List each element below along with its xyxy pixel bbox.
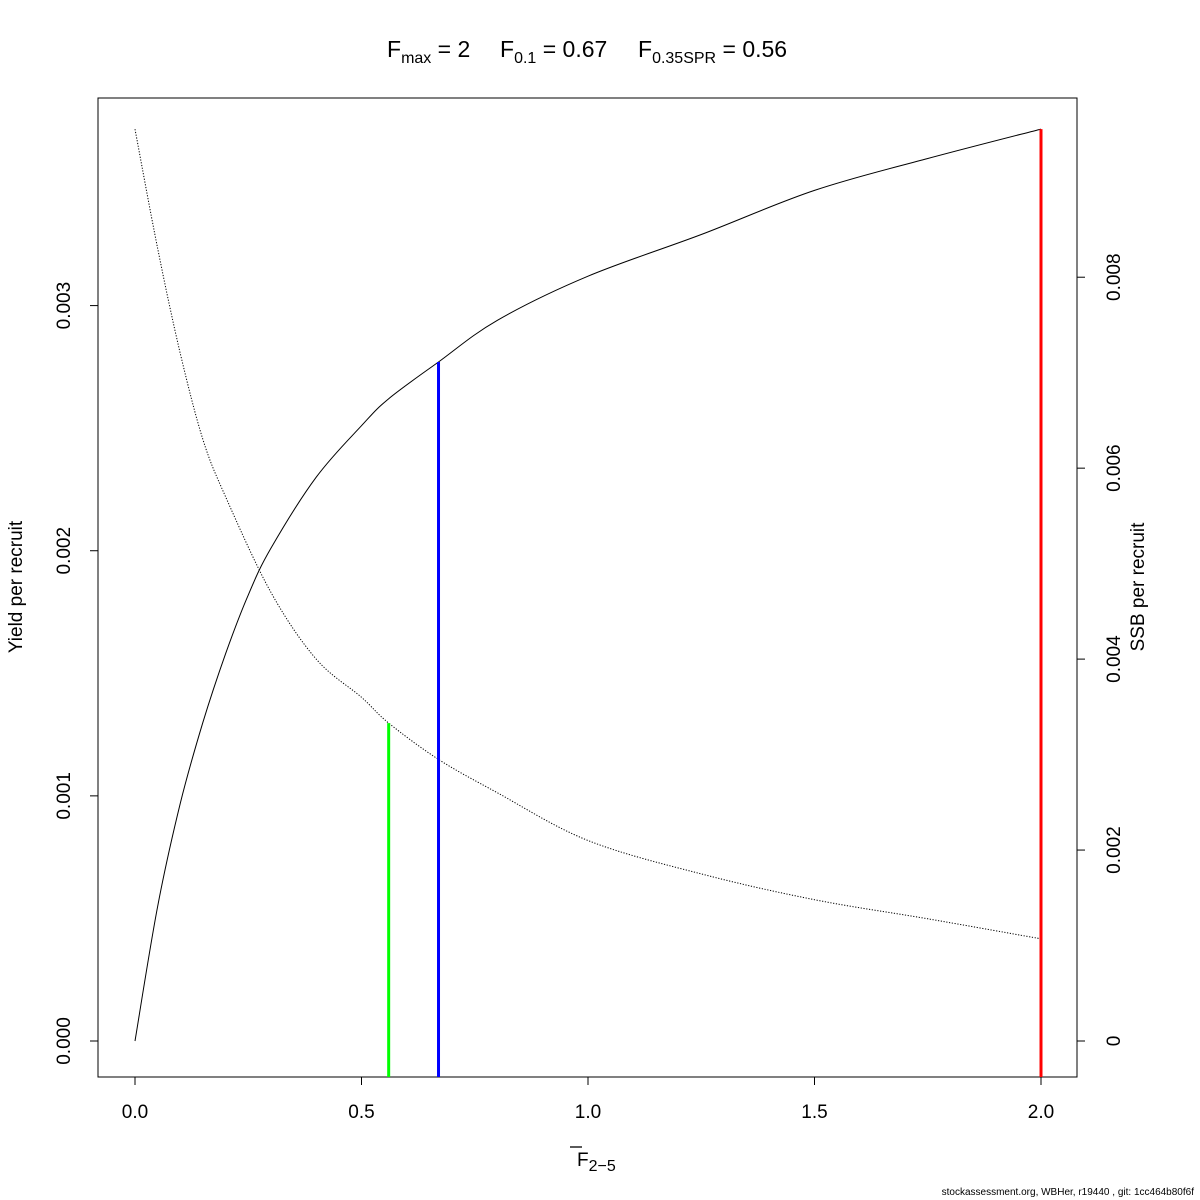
x-axis-title: F2−5 (577, 1150, 616, 1175)
y-right-tick-label: 0.006 (1104, 444, 1125, 492)
chart-title: Fmax = 2 F0.1 = 0.67 F0.35SPR = 0.56 (387, 36, 787, 67)
x-axis-title-symbol: F (577, 1150, 589, 1171)
y-left-axis: 0.000 0.001 0.002 0.003 (54, 282, 99, 1065)
series-layer (134, 128, 1042, 1042)
x-axis-title-sub: 2−5 (589, 1158, 616, 1175)
y-left-tick-label: 0.003 (54, 282, 75, 330)
y-left-tick-label: 0.002 (54, 527, 75, 575)
title-f01: F0.1 = 0.67 (500, 36, 607, 67)
reference-lines (387, 129, 1043, 1077)
y-right-axis-title: SSB per recruit (1128, 522, 1149, 652)
x-tick-label: 1.0 (575, 1102, 601, 1123)
title-fmax: Fmax = 2 (387, 36, 470, 67)
x-tick-label: 1.5 (801, 1102, 827, 1123)
ssb-per-recruit-line (134, 129, 1042, 940)
plot-frame (97, 97, 1078, 1078)
title-fspr: F0.35SPR = 0.56 (638, 36, 787, 67)
y-right-tick-label: 0.008 (1104, 253, 1125, 301)
x-axis: 0.0 0.5 1.0 1.5 2.0 (122, 1076, 1054, 1123)
x-tick-label: 0.5 (348, 1102, 374, 1123)
y-left-tick-label: 0.000 (54, 1017, 75, 1065)
y-left-tick-label: 0.001 (54, 772, 75, 820)
x-tick-label: 2.0 (1028, 1102, 1054, 1123)
footer-note: stockassessment.org, WBHer, r19440 , git… (941, 1187, 1194, 1198)
y-left-axis-title: Yield per recruit (6, 520, 27, 653)
y-right-axis: 0 0.002 0.004 0.006 0.008 (1076, 253, 1125, 1047)
y-right-tick-label: 0 (1104, 1036, 1125, 1047)
y-right-tick-label: 0.002 (1104, 826, 1125, 874)
yield-per-recruit-line (134, 128, 1042, 1042)
y-right-tick-label: 0.004 (1104, 635, 1125, 683)
x-tick-label: 0.0 (122, 1102, 148, 1123)
